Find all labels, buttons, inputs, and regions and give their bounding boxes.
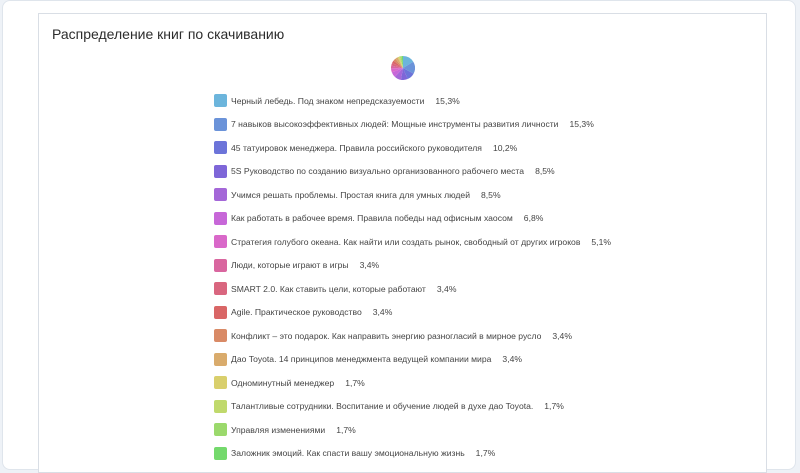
legend-label: Учимся решать проблемы. Простая книга дл… (231, 189, 470, 200)
legend-item[interactable]: Дао Toyota. 14 принципов менеджмента вед… (214, 348, 611, 372)
legend-swatch (214, 399, 227, 413)
legend-swatch (214, 423, 227, 437)
legend-label: Заложник эмоций. Как спасти вашу эмоцион… (231, 448, 465, 459)
legend-item[interactable]: 5S Руководство по созданию визуально орг… (214, 160, 611, 184)
legend-item[interactable]: Управляя изменениями 1,7% (214, 418, 611, 442)
legend-item[interactable]: Люди, которые играют в игры 3,4% (214, 254, 611, 278)
legend-item[interactable]: 45 татуировок менеджера. Правила российс… (214, 136, 611, 160)
legend-item[interactable]: Талантливые сотрудники. Воспитание и обу… (214, 395, 611, 419)
legend-label: Стратегия голубого океана. Как найти или… (231, 236, 581, 247)
pie-slice[interactable] (395, 57, 403, 68)
legend-value: 8,5% (481, 189, 501, 200)
pie-slice[interactable] (403, 68, 414, 80)
legend-value: 3,4% (359, 260, 380, 271)
legend-value: 1,7% (345, 377, 365, 388)
legend-item[interactable]: Agile. Практическое руководство 3,4% (214, 301, 611, 325)
legend-label: Конфликт – это подарок. Как направить эн… (231, 330, 542, 341)
legend-value: 1,7% (336, 424, 356, 435)
legend-item[interactable]: SMART 2.0. Как ставить цели, которые раб… (214, 277, 611, 301)
legend-swatch (214, 94, 227, 108)
legend-value: 3,4% (436, 283, 457, 294)
pie-slice[interactable] (403, 56, 414, 68)
legend-label: Одноминутный менеджер (231, 377, 335, 388)
legend-label: Как работать в рабочее время. Правила по… (231, 213, 513, 224)
legend-swatch (214, 258, 227, 272)
pie-slice[interactable] (393, 58, 403, 68)
legend-value: 8,5% (535, 166, 555, 177)
legend-swatch (214, 305, 227, 319)
legend-item[interactable]: Конфликт – это подарок. Как направить эн… (214, 324, 611, 348)
legend-swatch (214, 117, 227, 131)
legend-label: Талантливые сотрудники. Воспитание и обу… (231, 401, 534, 412)
chart-legend: Черный лебедь. Под знаком непредсказуемо… (214, 89, 611, 465)
legend-value: 3,4% (502, 354, 523, 365)
legend-swatch (214, 352, 227, 366)
legend-value: 15,3% (435, 95, 460, 106)
pie-slice[interactable] (391, 65, 403, 69)
legend-swatch (214, 141, 227, 155)
pie-slice[interactable] (391, 68, 403, 77)
pie-slice[interactable] (403, 61, 415, 74)
legend-label: Agile. Практическое руководство (231, 307, 362, 318)
pie-slice[interactable] (401, 56, 403, 68)
legend-label: 7 навыков высокоэффективных людей: Мощны… (231, 119, 559, 130)
legend-swatch (214, 211, 227, 225)
chart-card: Распределение книг по скачиванию Черный … (38, 13, 767, 473)
legend-value: 6,8% (523, 213, 544, 224)
legend-swatch (214, 329, 227, 343)
legend-value: 1,7% (475, 448, 496, 459)
legend-item[interactable]: Как работать в рабочее время. Правила по… (214, 207, 611, 231)
legend-value: 5,1% (591, 236, 611, 247)
legend-swatch (214, 235, 227, 249)
legend-swatch (214, 376, 227, 390)
legend-value: 15,3% (569, 119, 594, 130)
pie-slice[interactable] (391, 68, 403, 73)
legend-swatch (214, 282, 227, 296)
legend-label: Управляя изменениями (231, 424, 326, 435)
legend-label: 45 татуировок менеджера. Правила российс… (231, 142, 482, 153)
legend-value: 1,7% (544, 401, 564, 412)
legend-item[interactable]: Черный лебедь. Под знаком непредсказуемо… (214, 89, 611, 113)
pie-chart (391, 56, 415, 80)
legend-value: 3,4% (552, 330, 572, 341)
pie-slice[interactable] (400, 68, 408, 80)
legend-item[interactable]: Учимся решать проблемы. Простая книга дл… (214, 183, 611, 207)
pie-slice[interactable] (392, 60, 403, 68)
legend-label: Дао Toyota. 14 принципов менеджмента вед… (231, 354, 492, 365)
legend-item[interactable]: 7 навыков высокоэффективных людей: Мощны… (214, 113, 611, 137)
legend-label: SMART 2.0. Как ставить цели, которые раб… (231, 283, 426, 294)
pie-slice[interactable] (398, 56, 403, 68)
legend-swatch (214, 164, 227, 178)
legend-label: 5S Руководство по созданию визуально орг… (231, 166, 525, 177)
legend-value: 10,2% (492, 142, 518, 153)
pie-slice[interactable] (391, 63, 403, 68)
pie-slice[interactable] (400, 56, 403, 68)
legend-item[interactable]: Стратегия голубого океана. Как найти или… (214, 230, 611, 254)
card-title: Распределение книг по скачиванию (52, 26, 285, 42)
legend-item[interactable]: Одноминутный менеджер 1,7% (214, 371, 611, 395)
pie-slice[interactable] (397, 56, 403, 68)
legend-swatch (214, 446, 227, 460)
legend-value: 3,4% (372, 307, 393, 318)
pie-slice[interactable] (394, 68, 403, 80)
legend-swatch (214, 188, 227, 202)
legend-item[interactable]: Заложник эмоций. Как спасти вашу эмоцион… (214, 442, 611, 466)
legend-label: Черный лебедь. Под знаком непредсказуемо… (231, 95, 425, 106)
legend-label: Люди, которые играют в игры (231, 260, 349, 271)
